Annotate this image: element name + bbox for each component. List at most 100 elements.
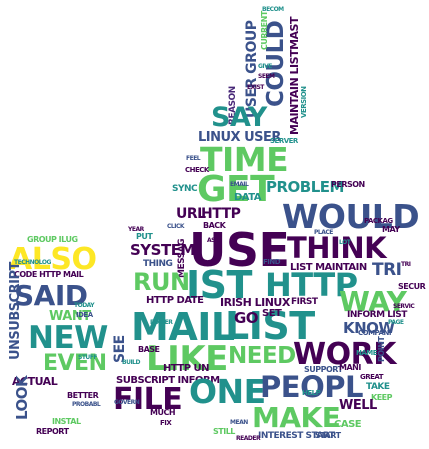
word-better: BETTER bbox=[67, 391, 99, 400]
word-mail: MAIL bbox=[131, 305, 235, 349]
word-point: POINT bbox=[377, 336, 386, 362]
word-support: SUPPORT bbox=[304, 365, 343, 374]
word-maintain-listmast: MAINTAIN LISTMAST bbox=[288, 17, 301, 135]
word-unsubscript: UNSUBSCRIPT bbox=[8, 262, 23, 360]
word-data: DATA bbox=[234, 192, 262, 203]
word-power: POWER bbox=[150, 319, 173, 326]
word-email: EMAIL bbox=[230, 181, 249, 188]
word-know: KNOW bbox=[343, 319, 395, 337]
word-instal: INSTAL bbox=[52, 417, 81, 426]
word-one: ONE bbox=[189, 372, 266, 411]
word-work: WORK bbox=[293, 337, 396, 372]
word-think: THINK bbox=[287, 231, 387, 265]
word-list-big: LIST bbox=[225, 304, 315, 348]
word-set: SET bbox=[262, 308, 282, 319]
word-tri-small: TRI bbox=[401, 261, 411, 268]
word-run: RUN bbox=[133, 268, 190, 296]
word-give: GIVE bbox=[258, 63, 272, 70]
word-person: PERSON bbox=[331, 180, 365, 189]
word-actual: ACTUAL bbox=[12, 375, 58, 388]
word-also: ALSO bbox=[9, 242, 97, 277]
word-check: CHECK bbox=[185, 166, 209, 174]
word-thing: THING bbox=[143, 259, 173, 269]
word-much: MUCH bbox=[150, 408, 176, 417]
word-year: YEAR bbox=[128, 226, 144, 233]
word-tri: TRI bbox=[372, 260, 402, 280]
word-linux-user: LINUX USER bbox=[198, 130, 281, 145]
word-version: VERSION bbox=[300, 86, 308, 118]
word-even: EVEN bbox=[43, 351, 107, 376]
word-system: SYSTEM bbox=[130, 241, 195, 259]
word-base: BASE bbox=[138, 345, 160, 354]
word-may: MAY bbox=[382, 225, 400, 234]
word-find: FIND bbox=[263, 258, 281, 266]
word-today: TODAY bbox=[74, 302, 95, 309]
word-inform-list: INFORM LIST bbox=[347, 310, 407, 320]
word-url: URL bbox=[176, 206, 206, 222]
word-group-ilug: GROUP ILUG bbox=[27, 235, 78, 244]
word-keep: KEEP bbox=[371, 393, 393, 402]
word-ist: IST bbox=[186, 263, 252, 307]
word-current: CURRENT bbox=[260, 11, 269, 50]
word-seem: SEEM bbox=[258, 73, 275, 80]
word-start: START bbox=[315, 431, 341, 440]
word-idea: IDEA bbox=[76, 311, 93, 319]
word-reader: READER bbox=[236, 435, 261, 442]
word-fix: FIX bbox=[160, 419, 172, 427]
word-use: USE bbox=[189, 223, 290, 277]
word-peopl: PEOPL bbox=[260, 370, 363, 404]
word-sync: SYNC bbox=[172, 184, 198, 194]
word-take: TAKE bbox=[366, 382, 390, 392]
word-feel: FEEL bbox=[186, 155, 201, 162]
word-interest-start: INTEREST START bbox=[258, 431, 335, 441]
word-report: REPORT bbox=[36, 427, 69, 436]
word-back: BACK bbox=[203, 221, 226, 230]
word-probabl: PROBABL bbox=[72, 401, 101, 408]
word-want: WANT bbox=[49, 309, 91, 324]
word-help: HELP bbox=[302, 389, 321, 397]
word-compani: COMPANI bbox=[358, 329, 391, 337]
word-get: GET bbox=[197, 169, 275, 210]
word-server: SERVER bbox=[270, 137, 298, 145]
word-exist: EXIST bbox=[247, 84, 264, 91]
word-way: WAY bbox=[339, 285, 407, 318]
word-still: STILL bbox=[213, 427, 235, 436]
word-like: LIKE bbox=[146, 339, 228, 379]
word-build: BUILD bbox=[122, 359, 140, 366]
word-file: FILE bbox=[113, 382, 183, 417]
word-place: PLACE bbox=[314, 229, 333, 236]
word-govern: GOVERN bbox=[114, 399, 140, 406]
word-click: CLICK bbox=[167, 223, 185, 230]
word-subscript-inform: SUBSCRIPT INFORM bbox=[116, 375, 220, 386]
word-lot: LOT bbox=[339, 239, 351, 246]
word-mean: MEAN bbox=[230, 419, 248, 426]
word-servic: SERVIC bbox=[393, 303, 415, 310]
word-would: WOULD bbox=[282, 197, 420, 236]
word-secur: SECUR bbox=[398, 282, 426, 291]
word-time: TIME bbox=[200, 140, 289, 179]
word-page: PAGE bbox=[388, 319, 404, 326]
word-irish-linux: IRISH LINUX bbox=[220, 296, 290, 309]
word-first: FIRST bbox=[291, 297, 318, 307]
word-new: NEW bbox=[28, 320, 108, 356]
word-problem: PROBLEM bbox=[266, 178, 344, 196]
word-http-date: HTTP DATE bbox=[146, 295, 204, 306]
word-ask: ASK bbox=[207, 237, 220, 244]
word-put: PUT bbox=[136, 232, 153, 241]
word-stuff: STUFF bbox=[78, 354, 97, 361]
word-list-maintain: LIST MAINTAIN bbox=[290, 262, 367, 273]
word-say: SAY bbox=[211, 102, 267, 133]
word-great: GREAT bbox=[360, 373, 384, 381]
word-case: CASE bbox=[334, 419, 362, 430]
word-mani: MANI bbox=[339, 363, 361, 372]
word-http-big: HTTP bbox=[265, 266, 358, 304]
word-well: WELL bbox=[339, 398, 377, 413]
word-http-un: HTTP UN bbox=[163, 363, 210, 374]
word-look: LOOK bbox=[13, 375, 31, 420]
word-code-http-mail: CODE HTTP MAIL bbox=[14, 270, 84, 279]
word-name: NAME bbox=[356, 349, 378, 357]
word-go: GO bbox=[234, 309, 259, 327]
word-http: HTTP bbox=[201, 206, 241, 222]
word-make: MAKE bbox=[252, 401, 341, 434]
